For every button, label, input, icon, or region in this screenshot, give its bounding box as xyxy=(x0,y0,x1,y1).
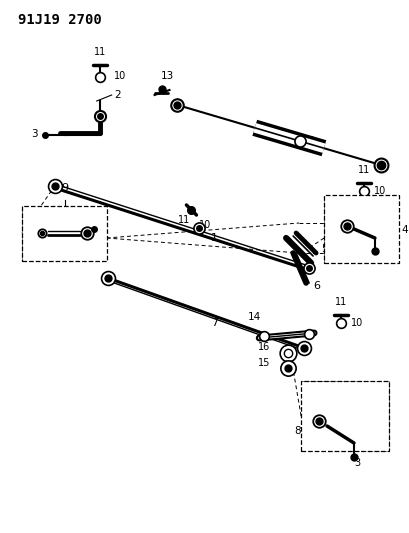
Text: 1: 1 xyxy=(210,233,217,243)
Text: 11: 11 xyxy=(93,47,106,57)
Bar xyxy=(22,206,106,261)
Text: 5: 5 xyxy=(320,244,327,254)
Text: 14: 14 xyxy=(247,312,260,322)
Text: 11: 11 xyxy=(178,215,190,225)
Text: 12: 12 xyxy=(301,136,315,146)
Text: 13: 13 xyxy=(160,71,174,81)
Text: 8: 8 xyxy=(294,426,300,436)
Text: 11: 11 xyxy=(334,297,346,307)
Text: 6: 6 xyxy=(312,281,319,291)
Text: 7: 7 xyxy=(210,318,218,328)
Bar xyxy=(323,195,398,263)
Bar xyxy=(300,381,388,451)
Text: 3: 3 xyxy=(31,129,38,139)
Text: 16: 16 xyxy=(257,342,270,352)
Text: 11: 11 xyxy=(357,165,369,175)
Text: 2: 2 xyxy=(348,204,354,214)
Text: 10: 10 xyxy=(113,71,126,81)
Text: 91J19 2700: 91J19 2700 xyxy=(18,13,101,27)
Text: 10: 10 xyxy=(373,186,385,196)
Text: 2: 2 xyxy=(318,401,324,411)
Text: 10: 10 xyxy=(199,220,211,230)
Text: 4: 4 xyxy=(401,225,407,235)
Text: 3: 3 xyxy=(353,458,359,468)
Text: 2: 2 xyxy=(83,238,90,248)
Text: 3: 3 xyxy=(39,238,45,248)
Text: 10: 10 xyxy=(350,318,362,328)
Text: 3: 3 xyxy=(375,254,381,264)
Text: 2: 2 xyxy=(115,90,121,100)
Text: 15: 15 xyxy=(257,358,270,368)
Text: 9: 9 xyxy=(61,183,68,193)
